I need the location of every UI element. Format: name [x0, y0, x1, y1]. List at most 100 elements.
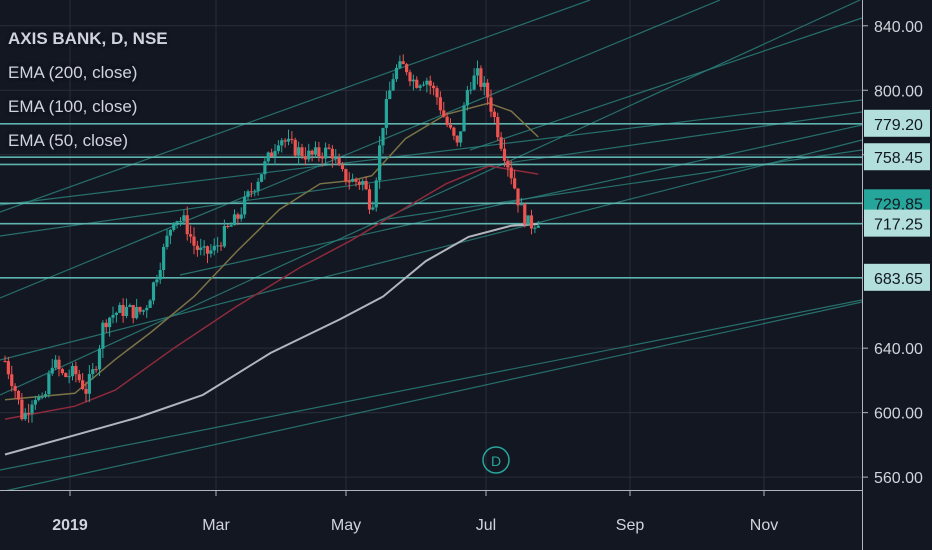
- time-tick-label[interactable]: Sep: [616, 517, 645, 534]
- price-level-label[interactable]: 717.25: [874, 217, 923, 234]
- candle-body: [432, 85, 436, 89]
- candle-body: [70, 365, 75, 377]
- candle-body: [151, 282, 156, 301]
- candle-body: [77, 374, 81, 381]
- candle-body: [155, 279, 159, 283]
- candle-body: [10, 374, 14, 386]
- candle-body: [57, 359, 61, 370]
- price-axis[interactable]: 840.00800.00760.00640.00600.00560.00779.…: [862, 0, 932, 550]
- candle-body: [462, 105, 466, 132]
- candle-body: [124, 306, 129, 317]
- time-tick-label[interactable]: Jul: [476, 517, 496, 534]
- candle-body: [270, 152, 274, 157]
- candle-body: [303, 156, 307, 160]
- price-tick-label[interactable]: 840.00: [874, 19, 923, 36]
- candle-body: [317, 147, 321, 157]
- price-level-label[interactable]: 758.45: [874, 150, 923, 167]
- time-tick-label[interactable]: Nov: [750, 517, 778, 534]
- candle-body: [131, 305, 135, 319]
- candle-body: [337, 157, 341, 166]
- candle-body: [300, 147, 304, 157]
- candle-body: [118, 305, 122, 313]
- candle-body: [263, 161, 267, 175]
- candle-body: [384, 99, 388, 128]
- candle-body: [178, 220, 183, 222]
- candle-body: [226, 225, 230, 227]
- ema50-line: [4, 102, 539, 401]
- price-tick-label[interactable]: 800.00: [874, 83, 923, 100]
- candle-body: [364, 181, 368, 190]
- candle-body: [222, 225, 226, 247]
- price-tick-label[interactable]: 640.00: [874, 341, 923, 358]
- time-axis[interactable]: 2019 Mar May Jul Sep Nov: [0, 490, 932, 550]
- candle-body: [256, 181, 260, 191]
- candle-body: [330, 148, 334, 159]
- candle-body: [357, 181, 361, 185]
- candle-body: [506, 160, 510, 168]
- candle-body: [195, 245, 199, 250]
- candle-body: [293, 139, 297, 156]
- trendline: [379, 149, 863, 221]
- marker-circle: [482, 446, 510, 474]
- candle-body: [37, 396, 41, 400]
- candle-body: [469, 89, 473, 91]
- candle-body: [232, 214, 237, 226]
- candle-body: [172, 222, 176, 230]
- candle-body: [529, 215, 534, 229]
- candle-body: [27, 412, 31, 414]
- marker-d[interactable]: D: [482, 446, 510, 474]
- candle-body: [205, 246, 210, 254]
- candle-body: [351, 178, 355, 182]
- candle-body: [492, 111, 496, 118]
- candle-body: [43, 394, 48, 397]
- candle-body: [47, 373, 51, 395]
- candle-body: [378, 145, 382, 181]
- candle-body: [496, 117, 500, 138]
- candle-body: [502, 148, 507, 161]
- price-tick-label[interactable]: 600.00: [874, 406, 923, 423]
- candle-body: [253, 190, 257, 192]
- marker-letter: D: [491, 453, 501, 469]
- candle-body: [394, 67, 399, 80]
- candle-body: [486, 82, 490, 98]
- horizontal-levels: [0, 122, 862, 279]
- trendline: [0, 299, 863, 471]
- candle-body: [374, 180, 378, 208]
- candle-body: [276, 145, 280, 152]
- price-level-label[interactable]: 683.65: [874, 271, 923, 288]
- candle-body: [60, 369, 64, 374]
- trendline: [0, 111, 863, 237]
- candle-body: [162, 246, 166, 271]
- candle-body: [219, 245, 223, 247]
- price-level-label[interactable]: 779.20: [874, 117, 923, 134]
- time-tick-label[interactable]: Mar: [202, 517, 230, 534]
- candle-body: [33, 399, 37, 405]
- candle-body: [435, 88, 439, 98]
- price-tick-label[interactable]: 560.00: [874, 470, 923, 487]
- candle-body: [347, 181, 351, 183]
- candle-body: [101, 322, 105, 349]
- candle-body: [243, 196, 247, 215]
- candle-body: [20, 399, 24, 420]
- candle-body: [519, 204, 523, 206]
- ema100-line: [4, 165, 539, 420]
- time-tick-label[interactable]: 2019: [52, 517, 88, 534]
- trendline: [0, 0, 861, 396]
- candle-body: [411, 79, 415, 82]
- candle-body: [30, 404, 34, 414]
- ema200-label[interactable]: EMA (200, close): [8, 63, 138, 82]
- current-price-label[interactable]: 729.85: [874, 196, 923, 213]
- candle-body: [121, 305, 125, 317]
- time-tick-label[interactable]: May: [331, 517, 361, 534]
- ema50-label[interactable]: EMA (50, close): [8, 131, 128, 150]
- candle-body: [465, 90, 469, 106]
- candle-body: [145, 307, 149, 311]
- symbol-title[interactable]: AXIS BANK, D, NSE: [8, 29, 168, 48]
- ema100-label[interactable]: EMA (100, close): [8, 97, 138, 116]
- candle-body: [54, 359, 58, 368]
- candle-body: [128, 305, 132, 307]
- ema200-line: [4, 223, 539, 456]
- candle-body: [455, 135, 459, 143]
- candle-body: [111, 315, 115, 318]
